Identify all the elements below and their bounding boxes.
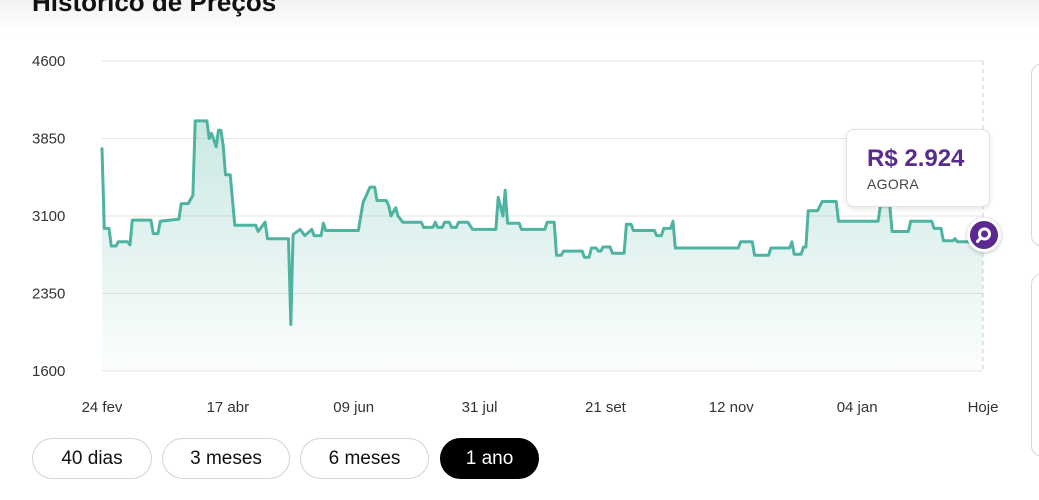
tooltip-label: AGORA [867,176,920,192]
x-tick-label: 31 jul [462,399,498,416]
price-line [100,119,985,326]
y-tick-label: 3100 [32,208,65,225]
y-tick-label: 1600 [32,363,65,380]
search-icon [976,227,991,243]
x-tick-label: 12 nov [709,399,755,416]
price-tooltip: R$ 2.924 AGORA [846,129,990,207]
side-card[interactable] [1031,274,1039,456]
tooltip-price: R$ 2.924 [867,145,965,172]
side-card[interactable] [1031,64,1039,246]
header: Histórico de Preços [0,0,1039,34]
x-tick-label: 09 jun [333,399,374,416]
x-tick-label: 24 fev [82,399,123,416]
x-tick-label: 04 jan [837,399,878,416]
page-title: Histórico de Preços [32,0,277,17]
price-history-chart: 4600 3850 3100 2350 1600 24 fev 17 abr 09 jun 31… [32,53,999,416]
x-tick-label: 17 abr [207,399,250,416]
x-tick-label: Hoje [968,399,999,416]
price-area [102,120,983,372]
tab-6-months[interactable]: 6 meses [300,438,429,479]
tab-3-months[interactable]: 3 meses [162,438,290,479]
y-tick-label: 4600 [32,53,65,70]
tab-40-days[interactable]: 40 dias [32,438,152,479]
y-tick-label: 3850 [32,131,65,148]
current-price-marker[interactable] [967,218,1001,252]
y-tick-label: 2350 [32,286,65,303]
tab-1-year[interactable]: 1 ano [440,438,539,479]
x-tick-label: 21 set [585,399,627,416]
